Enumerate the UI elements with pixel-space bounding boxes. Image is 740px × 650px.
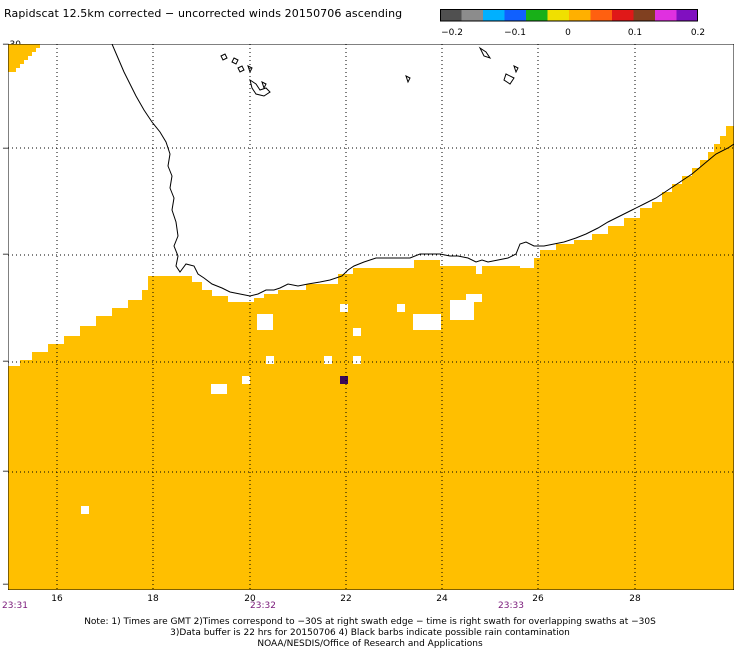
- island: [503, 73, 515, 85]
- data-gaps: [81, 294, 482, 514]
- island: [261, 81, 267, 90]
- swath-time: 23:33: [498, 601, 524, 611]
- footnote: 3)Data buffer is 22 hrs for 20150706 4) …: [170, 628, 570, 638]
- island: [513, 65, 519, 74]
- footnote: NOAA/NESDIS/Office of Research and Appli…: [257, 639, 483, 649]
- colorbar-label: −0.2: [441, 28, 463, 38]
- data-gap: [413, 314, 441, 330]
- colorbar-swatch: [547, 9, 570, 21]
- colorbar-label: 0: [565, 28, 571, 38]
- data-gap: [450, 300, 474, 320]
- colorbar-swatch: [504, 9, 527, 21]
- lon-label: 22: [340, 594, 352, 604]
- coastline: [111, 44, 734, 297]
- lon-label: 28: [629, 594, 641, 604]
- wind-map: [8, 44, 734, 590]
- colorbar-swatch: [676, 9, 699, 21]
- data-gap: [340, 304, 348, 312]
- colorbar-swatch: [655, 9, 677, 21]
- data-gap: [353, 328, 361, 336]
- map-title: Rapidscat 12.5km corrected − uncorrected…: [4, 7, 403, 20]
- lon-label: 18: [147, 594, 159, 604]
- data-gap: [353, 356, 361, 364]
- colorbar-swatch: [461, 9, 484, 21]
- wind-swath: [8, 44, 734, 590]
- island: [237, 65, 245, 73]
- colorbar-swatch: [483, 9, 505, 21]
- colorbar-swatch: [569, 9, 591, 21]
- island: [478, 46, 492, 59]
- island: [220, 53, 228, 61]
- highlight-cell: [340, 376, 348, 384]
- graticule: [8, 44, 734, 590]
- colorbar-swatches: [440, 9, 699, 22]
- colorbar-swatch: [526, 9, 548, 21]
- islands: [220, 46, 519, 97]
- island: [247, 65, 253, 74]
- lon-label: 24: [436, 594, 448, 604]
- data-gap: [211, 384, 227, 394]
- lon-label: 20: [244, 594, 256, 604]
- island: [249, 78, 271, 97]
- swath-time: 23:31: [2, 601, 28, 611]
- data-gap: [81, 506, 89, 514]
- island: [231, 57, 239, 65]
- lon-label: 16: [51, 594, 63, 604]
- swath-time: 23:32: [250, 601, 276, 611]
- colorbar: −0.2 −0.1 0 0.1 0.2: [440, 8, 705, 38]
- colorbar-swatch: [612, 9, 634, 21]
- data-gap: [324, 356, 332, 364]
- data-gap: [397, 304, 405, 312]
- colorbar-label: 0.2: [690, 28, 706, 38]
- colorbar-frame: [440, 9, 698, 22]
- data-gap: [257, 314, 273, 330]
- data-gap: [466, 294, 482, 302]
- colorbar-label: −0.1: [504, 28, 526, 38]
- colorbar-swatch: [590, 9, 613, 21]
- lon-label: 26: [532, 594, 544, 604]
- data-gap: [242, 376, 250, 384]
- data-gap: [266, 356, 274, 364]
- island: [405, 75, 411, 84]
- colorbar-swatch: [440, 9, 462, 21]
- colorbar-swatch: [633, 9, 656, 21]
- footnote: Note: 1) Times are GMT 2)Times correspon…: [84, 617, 656, 627]
- colorbar-label: 0.1: [627, 28, 643, 38]
